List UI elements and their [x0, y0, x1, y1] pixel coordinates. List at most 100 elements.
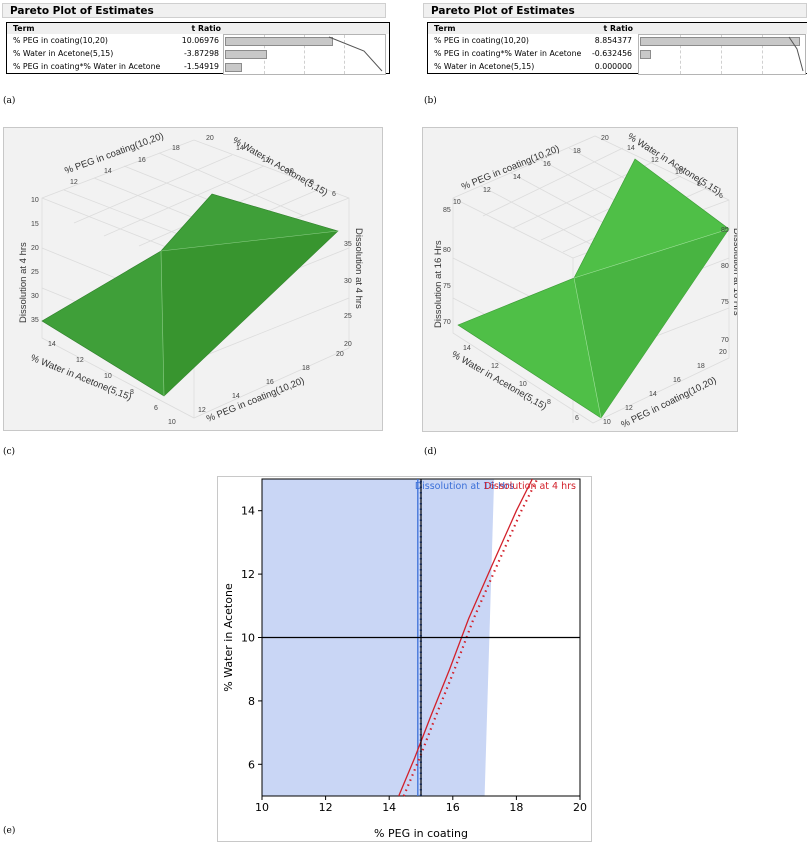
z-tick: 35	[344, 241, 352, 248]
label-a: (a)	[3, 96, 16, 106]
z-axis-label: Dissolution at 4 hrs	[18, 242, 29, 323]
pareto-row: % PEG in coating*% Water in Acetone -1.5…	[7, 60, 389, 73]
x-tick-label: 12	[319, 801, 333, 814]
t-ratio-header: t Ratio	[191, 24, 221, 33]
peg-tick: 12	[70, 179, 78, 186]
peg-tick: 12	[483, 187, 491, 194]
pareto-title: Pareto Plot of Estimates	[2, 3, 386, 18]
y-tick-label: 8	[248, 695, 255, 708]
water-tick: 6	[575, 415, 579, 422]
z-tick: 30	[31, 293, 39, 300]
z-axis-label: Dissolution at 4 hrs	[353, 228, 364, 309]
water-tick: 6	[332, 191, 336, 198]
contour-line	[398, 478, 533, 797]
water-tick: 12	[262, 157, 270, 164]
water-tick: 8	[310, 179, 314, 186]
peg-tick: 20	[206, 135, 214, 142]
z-tick: 30	[344, 278, 352, 285]
peg-tick: 18	[302, 365, 310, 372]
t-ratio-value: 0.000000	[594, 62, 632, 71]
pareto-header-row: Term t Ratio	[428, 23, 807, 34]
peg-tick: 16	[138, 157, 146, 164]
pareto-title: Pareto Plot of Estimates	[423, 3, 807, 18]
label-d: (d)	[424, 447, 437, 457]
pareto-table: Term t Ratio % PEG in coating(10,20) 8.8…	[427, 22, 807, 75]
x-axis-label: % PEG in coating	[374, 827, 468, 840]
peg-tick: 10	[453, 199, 461, 206]
peg-tick: 18	[573, 148, 581, 155]
x-tick-label: 16	[446, 801, 460, 814]
peg-tick: 20	[601, 135, 609, 142]
peg-tick: 10	[168, 419, 176, 426]
pareto-header-row: Term t Ratio	[7, 23, 389, 34]
water-tick: 10	[675, 169, 683, 176]
pareto-row: % PEG in coating(10,20) 10.06976	[7, 34, 389, 47]
contour-label: Dissolution at 4 hrs	[484, 481, 576, 492]
z-tick: 25	[31, 269, 39, 276]
peg-tick: 14	[649, 391, 657, 398]
pareto-row: % Water in Acetone(5,15) -3.87298	[7, 47, 389, 60]
z-tick: 25	[344, 313, 352, 320]
term-header: Term	[434, 24, 456, 33]
term-label: % Water in Acetone(5,15)	[434, 62, 535, 71]
water-axis-label: % Water in Acetone(5,15)	[231, 135, 330, 198]
pareto-row: % PEG in coating*% Water in Acetone -0.6…	[428, 47, 807, 60]
water-tick: 14	[463, 345, 471, 352]
pareto-bar-area	[223, 34, 386, 75]
z-tick: 85	[443, 207, 451, 214]
x-tick-label: 14	[382, 801, 396, 814]
z-tick: 75	[443, 283, 451, 290]
peg-tick: 14	[232, 393, 240, 400]
z-tick: 75	[721, 299, 729, 306]
t-ratio-value: 8.854377	[594, 36, 632, 45]
z-tick: 80	[443, 247, 451, 254]
z-tick: 10	[31, 197, 39, 204]
pareto-plot-b: Pareto Plot of Estimates Term t Ratio % …	[423, 3, 807, 75]
term-label: % Water in Acetone(5,15)	[13, 49, 114, 58]
water-tick: 12	[651, 157, 659, 164]
water-tick: 10	[519, 381, 527, 388]
t-ratio-value: -1.54919	[183, 62, 219, 71]
term-header: Term	[13, 24, 35, 33]
pareto-bar	[225, 63, 242, 72]
pareto-bar	[225, 50, 267, 59]
water-tick: 8	[547, 399, 551, 406]
peg-tick: 16	[673, 377, 681, 384]
z-tick: 15	[31, 221, 39, 228]
z-tick: 70	[443, 319, 451, 326]
y-tick-label: 14	[241, 505, 255, 518]
label-b: (b)	[424, 96, 437, 106]
peg-tick: 16	[543, 161, 551, 168]
x-tick-label: 20	[573, 801, 587, 814]
term-label: % PEG in coating(10,20)	[434, 36, 529, 45]
pareto-bar-area	[638, 34, 806, 75]
water-tick: 14	[627, 145, 635, 152]
t-ratio-header: t Ratio	[603, 24, 633, 33]
surface-plot-d: 70 75 80 85 70 75 80 85 10 12 14 16 18 2…	[422, 127, 738, 432]
peg-tick: 12	[625, 405, 633, 412]
x-tick-label: 10	[255, 801, 269, 814]
t-ratio-value: -3.87298	[183, 49, 219, 58]
pareto-table: Term t Ratio % PEG in coating(10,20) 10.…	[6, 22, 390, 75]
cumulative-line	[788, 36, 804, 72]
peg-tick: 20	[719, 349, 727, 356]
z-tick: 70	[721, 337, 729, 344]
t-ratio-value: 10.06976	[181, 36, 219, 45]
y-tick-label: 12	[241, 568, 255, 581]
term-label: % PEG in coating(10,20)	[13, 36, 108, 45]
y-tick-label: 6	[248, 758, 255, 771]
water-tick: 12	[76, 357, 84, 364]
peg-tick: 10	[603, 419, 611, 426]
label-c: (c)	[3, 447, 16, 457]
contour-plot-e: 10 12 14 16 18 20 6 8 10 12 14 % PEG in coating % Wa…	[217, 476, 592, 842]
x-tick-label: 18	[509, 801, 523, 814]
peg-axis-label: % PEG in coating(10,20)	[205, 375, 306, 424]
pareto-bar	[640, 37, 800, 46]
contour-label: Dissolution at 16 Hrs	[415, 481, 514, 492]
water-tick: 10	[104, 373, 112, 380]
pareto-row: % Water in Acetone(5,15) 0.000000	[428, 60, 807, 73]
cumulative-line	[328, 36, 383, 72]
water-tick: 6	[719, 193, 723, 200]
z-tick: 85	[721, 227, 729, 234]
water-tick: 10	[286, 168, 294, 175]
